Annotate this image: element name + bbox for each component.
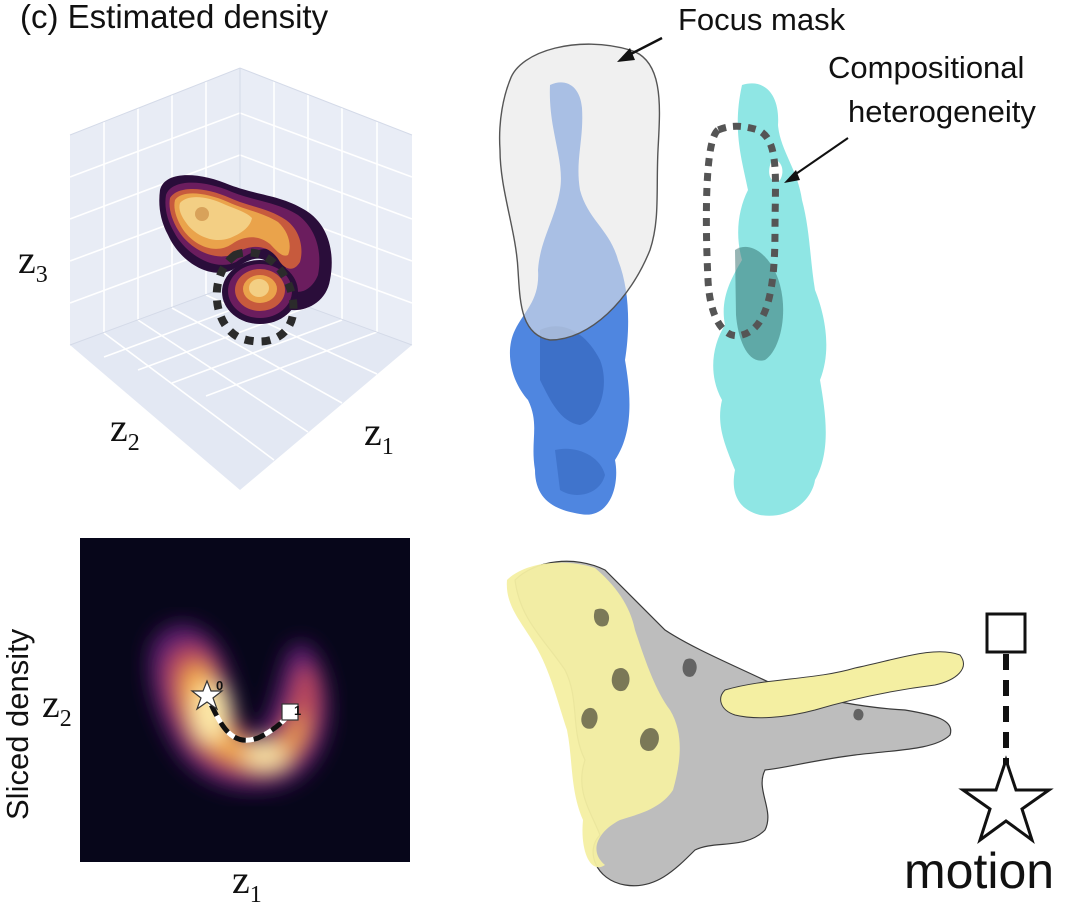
sliced-density-label: Sliced density (0, 628, 35, 820)
panel-title: (c) Estimated density (20, 0, 329, 35)
slice-axis-z2-label: z2 (42, 681, 72, 732)
focus-mask-arrow (617, 36, 663, 62)
motion-label: motion (904, 843, 1055, 899)
axis-z3-label: z3 (18, 237, 48, 288)
path-start-star-icon (190, 679, 224, 711)
selection-dotted-ring (212, 248, 298, 346)
compositional-label-line1: Compositional (828, 50, 1025, 85)
legend-star-icon (958, 755, 1054, 844)
compositional-label-line2: heterogeneity (848, 94, 1036, 129)
sliced-density-heatmap: 0 1 (80, 538, 410, 862)
density-contours (159, 175, 332, 324)
slice-axis-z1-label: z1 (232, 857, 262, 908)
motion-path (204, 694, 293, 743)
axis-z1-label: z1 (364, 409, 394, 460)
density-renders-top (498, 36, 849, 516)
axis-z2-label: z2 (110, 405, 140, 456)
motion-density-render (506, 560, 964, 887)
path-start-label: 0 (216, 678, 223, 693)
motion-legend (958, 612, 1054, 844)
density-3d-plot (69, 67, 413, 490)
compositional-arrow (784, 137, 849, 183)
focus-mask-label: Focus mask (678, 2, 846, 37)
legend-square-icon (985, 612, 1027, 654)
path-end-label: 1 (294, 703, 301, 718)
focus-mask-shape (498, 43, 661, 341)
path-end-square-icon (281, 703, 299, 721)
